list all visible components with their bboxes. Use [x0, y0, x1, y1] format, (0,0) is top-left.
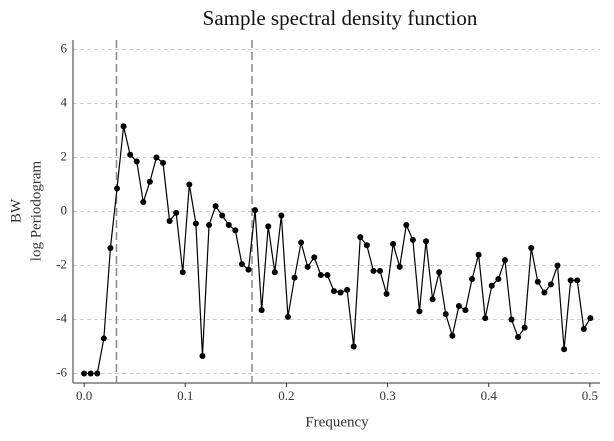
point [192, 220, 199, 227]
point [166, 217, 173, 224]
point [324, 271, 331, 278]
point [100, 335, 107, 342]
point [501, 257, 508, 264]
point [140, 199, 147, 206]
point [258, 307, 265, 314]
point [508, 316, 515, 323]
point [350, 343, 357, 350]
point [495, 276, 502, 283]
point [265, 223, 272, 230]
point [436, 269, 443, 276]
y-axis-label: BW [8, 198, 24, 223]
point [304, 263, 311, 270]
point [423, 238, 430, 245]
point [528, 244, 535, 251]
y-tick-label: 0 [61, 202, 68, 217]
point [515, 334, 522, 341]
point [554, 262, 561, 269]
point [449, 332, 456, 339]
point [547, 281, 554, 288]
y-tick-label: -4 [56, 311, 67, 326]
point [186, 181, 193, 188]
point [429, 296, 436, 303]
point [455, 303, 462, 310]
point [475, 251, 482, 258]
y-axis-label: log Periodogram [28, 160, 44, 261]
x-tick-label: 0.3 [379, 388, 395, 403]
point [383, 290, 390, 297]
point [120, 123, 127, 130]
point [278, 212, 285, 219]
y-tick-label: -2 [56, 257, 67, 272]
y-tick-label: 6 [61, 40, 68, 55]
point [219, 212, 226, 219]
point [580, 325, 587, 332]
point [87, 370, 94, 377]
point [396, 263, 403, 270]
point [291, 274, 298, 281]
point [107, 244, 114, 251]
x-axis-label: Frequency [305, 414, 369, 430]
point [146, 178, 153, 185]
chart-title: Sample spectral density function [203, 6, 478, 30]
point [442, 311, 449, 318]
point [409, 236, 416, 243]
point [376, 267, 383, 274]
point [245, 266, 252, 273]
point [534, 278, 541, 285]
point [153, 154, 160, 161]
point [271, 269, 278, 276]
point [127, 151, 134, 158]
point [311, 254, 318, 261]
point [284, 313, 291, 320]
point [482, 315, 489, 322]
point [81, 370, 88, 377]
x-tick-label: 0.2 [278, 388, 294, 403]
x-tick-label: 0.0 [76, 388, 92, 403]
point [561, 346, 568, 353]
point [416, 308, 423, 315]
point [337, 289, 344, 296]
y-tick-label: -6 [56, 365, 67, 380]
point [469, 276, 476, 283]
point [587, 315, 594, 322]
point [390, 240, 397, 247]
point [160, 159, 167, 166]
point [462, 307, 469, 314]
point [238, 261, 245, 268]
point [94, 370, 101, 377]
point [317, 271, 324, 278]
point [232, 227, 239, 234]
y-tick-label: 2 [61, 148, 68, 163]
point [403, 222, 410, 229]
point [133, 158, 140, 165]
point [363, 242, 370, 249]
y-tick-label: 4 [61, 94, 68, 109]
point [298, 239, 305, 246]
point [541, 289, 548, 296]
point [114, 185, 121, 192]
point [574, 277, 581, 284]
x-tick-label: 0.1 [177, 388, 193, 403]
point [488, 282, 495, 289]
point [521, 324, 528, 331]
line [84, 126, 591, 375]
x-tick-label: 0.5 [582, 388, 598, 403]
point [212, 203, 219, 210]
point [173, 209, 180, 216]
x-tick-label: 0.4 [481, 388, 498, 403]
point [370, 267, 377, 274]
point [206, 222, 213, 229]
point [357, 234, 364, 241]
point [344, 286, 351, 293]
point [252, 207, 259, 214]
point [225, 222, 232, 229]
point [199, 352, 206, 359]
point [179, 269, 186, 276]
point [567, 277, 574, 284]
point [330, 288, 337, 295]
